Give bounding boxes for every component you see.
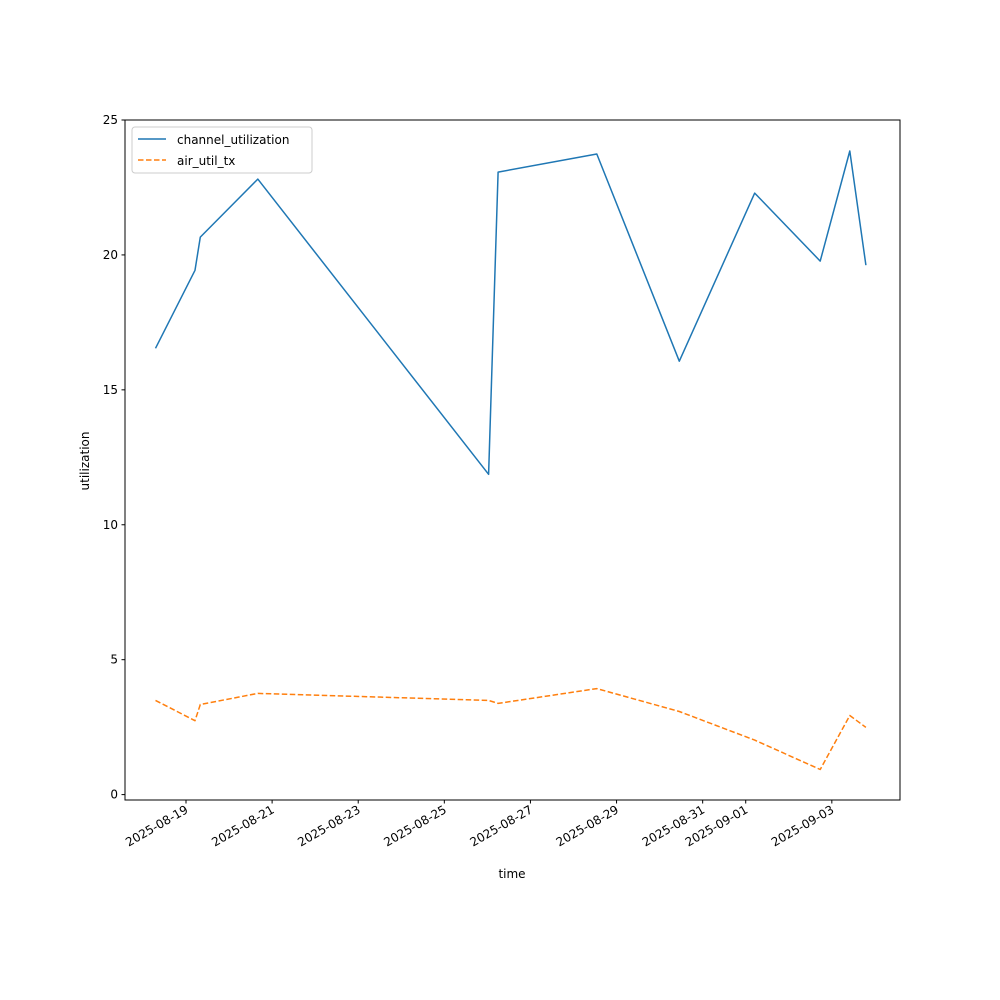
x-tick-label: 2025-08-23 xyxy=(295,802,362,849)
y-axis: 0 5 10 15 20 25 xyxy=(103,113,125,802)
y-tick-label: 5 xyxy=(110,653,118,667)
x-tick-label: 2025-08-25 xyxy=(381,802,448,849)
x-tick-label: 2025-08-21 xyxy=(209,802,276,849)
legend: channel_utilization air_util_tx xyxy=(131,126,313,174)
legend-label-air-util-tx: air_util_tx xyxy=(177,154,235,168)
x-tick-label: 2025-08-19 xyxy=(123,802,190,849)
x-axis-label: time xyxy=(498,867,525,881)
series-line-air-util-tx xyxy=(155,687,867,771)
x-tick-label: 2025-09-03 xyxy=(769,802,836,849)
y-axis-label: utilization xyxy=(78,432,92,491)
y-tick-label: 0 xyxy=(110,788,118,802)
y-tick-label: 25 xyxy=(103,113,118,127)
y-tick-label: 10 xyxy=(103,518,118,532)
x-tick-label: 2025-08-27 xyxy=(468,802,535,849)
axes-frame xyxy=(124,119,901,801)
legend-label-channel-utilization: channel_utilization xyxy=(177,133,289,147)
x-axis: 2025-08-19 2025-08-21 2025-08-23 2025-08-25… xyxy=(123,800,836,849)
legend-box xyxy=(131,126,313,174)
plot-area xyxy=(154,150,867,771)
series-line-channel-utilization xyxy=(154,150,867,476)
x-tick-label: 2025-08-29 xyxy=(554,802,621,849)
y-tick-label: 20 xyxy=(103,248,118,262)
y-tick-label: 15 xyxy=(103,383,118,397)
